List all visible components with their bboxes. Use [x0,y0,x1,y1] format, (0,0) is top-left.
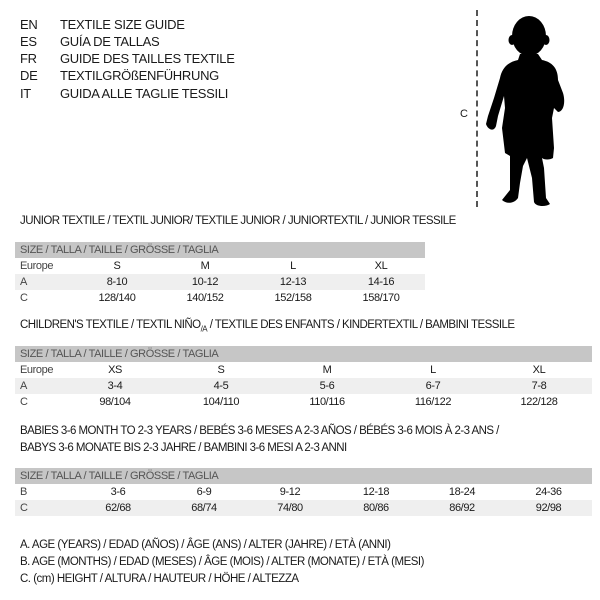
legend-item-c: C. (cm) HEIGHT / ALTURA / HAUTEUR / HÖHE… [20,573,299,585]
table-cell: 6-7 [380,378,486,394]
lang-title-fr: GUIDE DES TAILLES TEXTILE [60,51,235,66]
row-label: C [20,396,28,408]
table-header: SIZE / TALLA / TAILLE / GRÖSSE / TAGLIA [15,346,592,362]
table-cell: 140/152 [186,292,224,304]
table-cell: 104/110 [202,396,240,408]
table-header-row: SIZE / TALLA / TAILLE / GRÖSSE / TAGLIA [15,346,592,362]
table-cell: 86/92 [419,500,505,516]
table-header: SIZE / TALLA / TAILLE / GRÖSSE / TAGLIA [15,242,425,258]
table-row: A 3-4 4-5 5-6 6-7 7-8 [15,378,592,394]
row-label: Europe [20,260,54,272]
table-row: B 3-6 6-9 9-12 12-18 18-24 24-36 [15,484,592,500]
table-header-row: SIZE / TALLA / TAILLE / GRÖSSE / TAGLIA [15,242,425,258]
table-cell: L [290,260,296,272]
table-cell: S [113,260,121,272]
row-label: C [20,292,28,304]
lang-code-en: EN [20,17,38,32]
table-cell: 3-6 [110,486,126,498]
height-label: C [460,108,468,120]
junior-section-title: JUNIOR TEXTILE / TEXTIL JUNIOR/ TEXTILE … [20,215,456,227]
table-cell: 110/116 [309,396,345,408]
table-row: A 8-10 10-12 12-13 14-16 [15,274,425,290]
table-cell: 12-13 [249,274,337,290]
row-label: Europe [20,364,54,376]
title-text: / TEXTILE DES ENFANTS / KINDERTEXTIL / B… [207,319,515,331]
table-cell: 8-10 [73,274,161,290]
table-cell: S [217,364,225,376]
row-label: A [15,274,73,290]
table-row: C 62/68 68/74 74/80 80/86 86/92 92/98 [15,500,592,516]
table-cell: 6-9 [196,486,212,498]
legend-item-b: B. AGE (MONTHS) / EDAD (MESES) / ÂGE (MO… [20,556,424,568]
table-cell: 98/104 [99,396,131,408]
table-row: C 98/104 104/110 110/116 116/122 122/128 [15,394,592,410]
table-cell: 12-18 [362,486,390,498]
table-cell: L [430,364,436,376]
lang-code-it: IT [20,86,31,101]
title-text: CHILDREN'S TEXTILE / TEXTIL NIÑO [20,319,201,331]
table-cell: 128/140 [98,292,136,304]
row-label: C [15,500,75,516]
table-cell: XS [108,364,122,376]
lang-code-de: DE [20,68,38,83]
table-cell: 74/80 [247,500,333,516]
table-cell: 68/74 [161,500,247,516]
lang-code-es: ES [20,34,37,49]
table-cell: 24-36 [535,486,562,498]
table-cell: 92/98 [505,500,592,516]
lang-title-it: GUIDA ALLE TAGLIE TESSILI [60,86,229,101]
table-cell: XL [532,364,546,376]
row-label: B [20,486,27,498]
table-cell: 3-4 [62,378,168,394]
table-cell: XL [374,260,388,272]
table-cell: 10-12 [161,274,249,290]
table-cell: M [200,260,210,272]
table-row: C 128/140 140/152 152/158 158/170 [15,290,425,306]
table-cell: 62/68 [75,500,161,516]
child-silhouette-icon [486,16,565,207]
row-label: A [15,378,62,394]
babies-size-table: SIZE / TALLA / TAILLE / GRÖSSE / TAGLIA … [15,468,592,516]
lang-title-es: GUÍA DE TALLAS [60,34,160,49]
table-cell: 158/170 [362,292,400,304]
table-cell: 14-16 [337,274,425,290]
children-size-table: SIZE / TALLA / TAILLE / GRÖSSE / TAGLIA … [15,346,592,410]
table-row: Europe S M L XL [15,258,425,274]
lang-title-en: TEXTILE SIZE GUIDE [60,17,185,32]
title-subscript: /A [200,324,208,334]
babies-section-title-line2: BABYS 3-6 MONATE BIS 2-3 JAHRE / BAMBINI… [20,442,347,454]
table-cell: 18-24 [448,486,476,498]
height-measure-line [476,10,478,207]
table-header: SIZE / TALLA / TAILLE / GRÖSSE / TAGLIA [15,468,592,484]
junior-size-table: SIZE / TALLA / TAILLE / GRÖSSE / TAGLIA … [15,242,425,306]
lang-code-fr: FR [20,51,37,66]
table-row: Europe XS S M L XL [15,362,592,378]
table-cell: 5-6 [274,378,380,394]
lang-title-de: TEXTILGRÖßENFÜHRUNG [60,68,219,83]
table-cell: 9-12 [279,486,301,498]
legend-item-a: A. AGE (YEARS) / EDAD (AÑOS) / ÂGE (ANS)… [20,539,391,551]
table-cell: M [322,364,332,376]
table-cell: 122/128 [520,396,558,408]
table-cell: 116/122 [414,396,452,408]
table-cell: 80/86 [333,500,419,516]
babies-section-title-line1: BABIES 3-6 MONTH TO 2-3 YEARS / BEBÉS 3-… [20,425,499,437]
table-cell: 4-5 [168,378,274,394]
table-cell: 7-8 [486,378,592,394]
table-header-row: SIZE / TALLA / TAILLE / GRÖSSE / TAGLIA [15,468,592,484]
children-section-title: CHILDREN'S TEXTILE / TEXTIL NIÑO/A / TEX… [20,319,515,334]
table-cell: 152/158 [274,292,312,304]
